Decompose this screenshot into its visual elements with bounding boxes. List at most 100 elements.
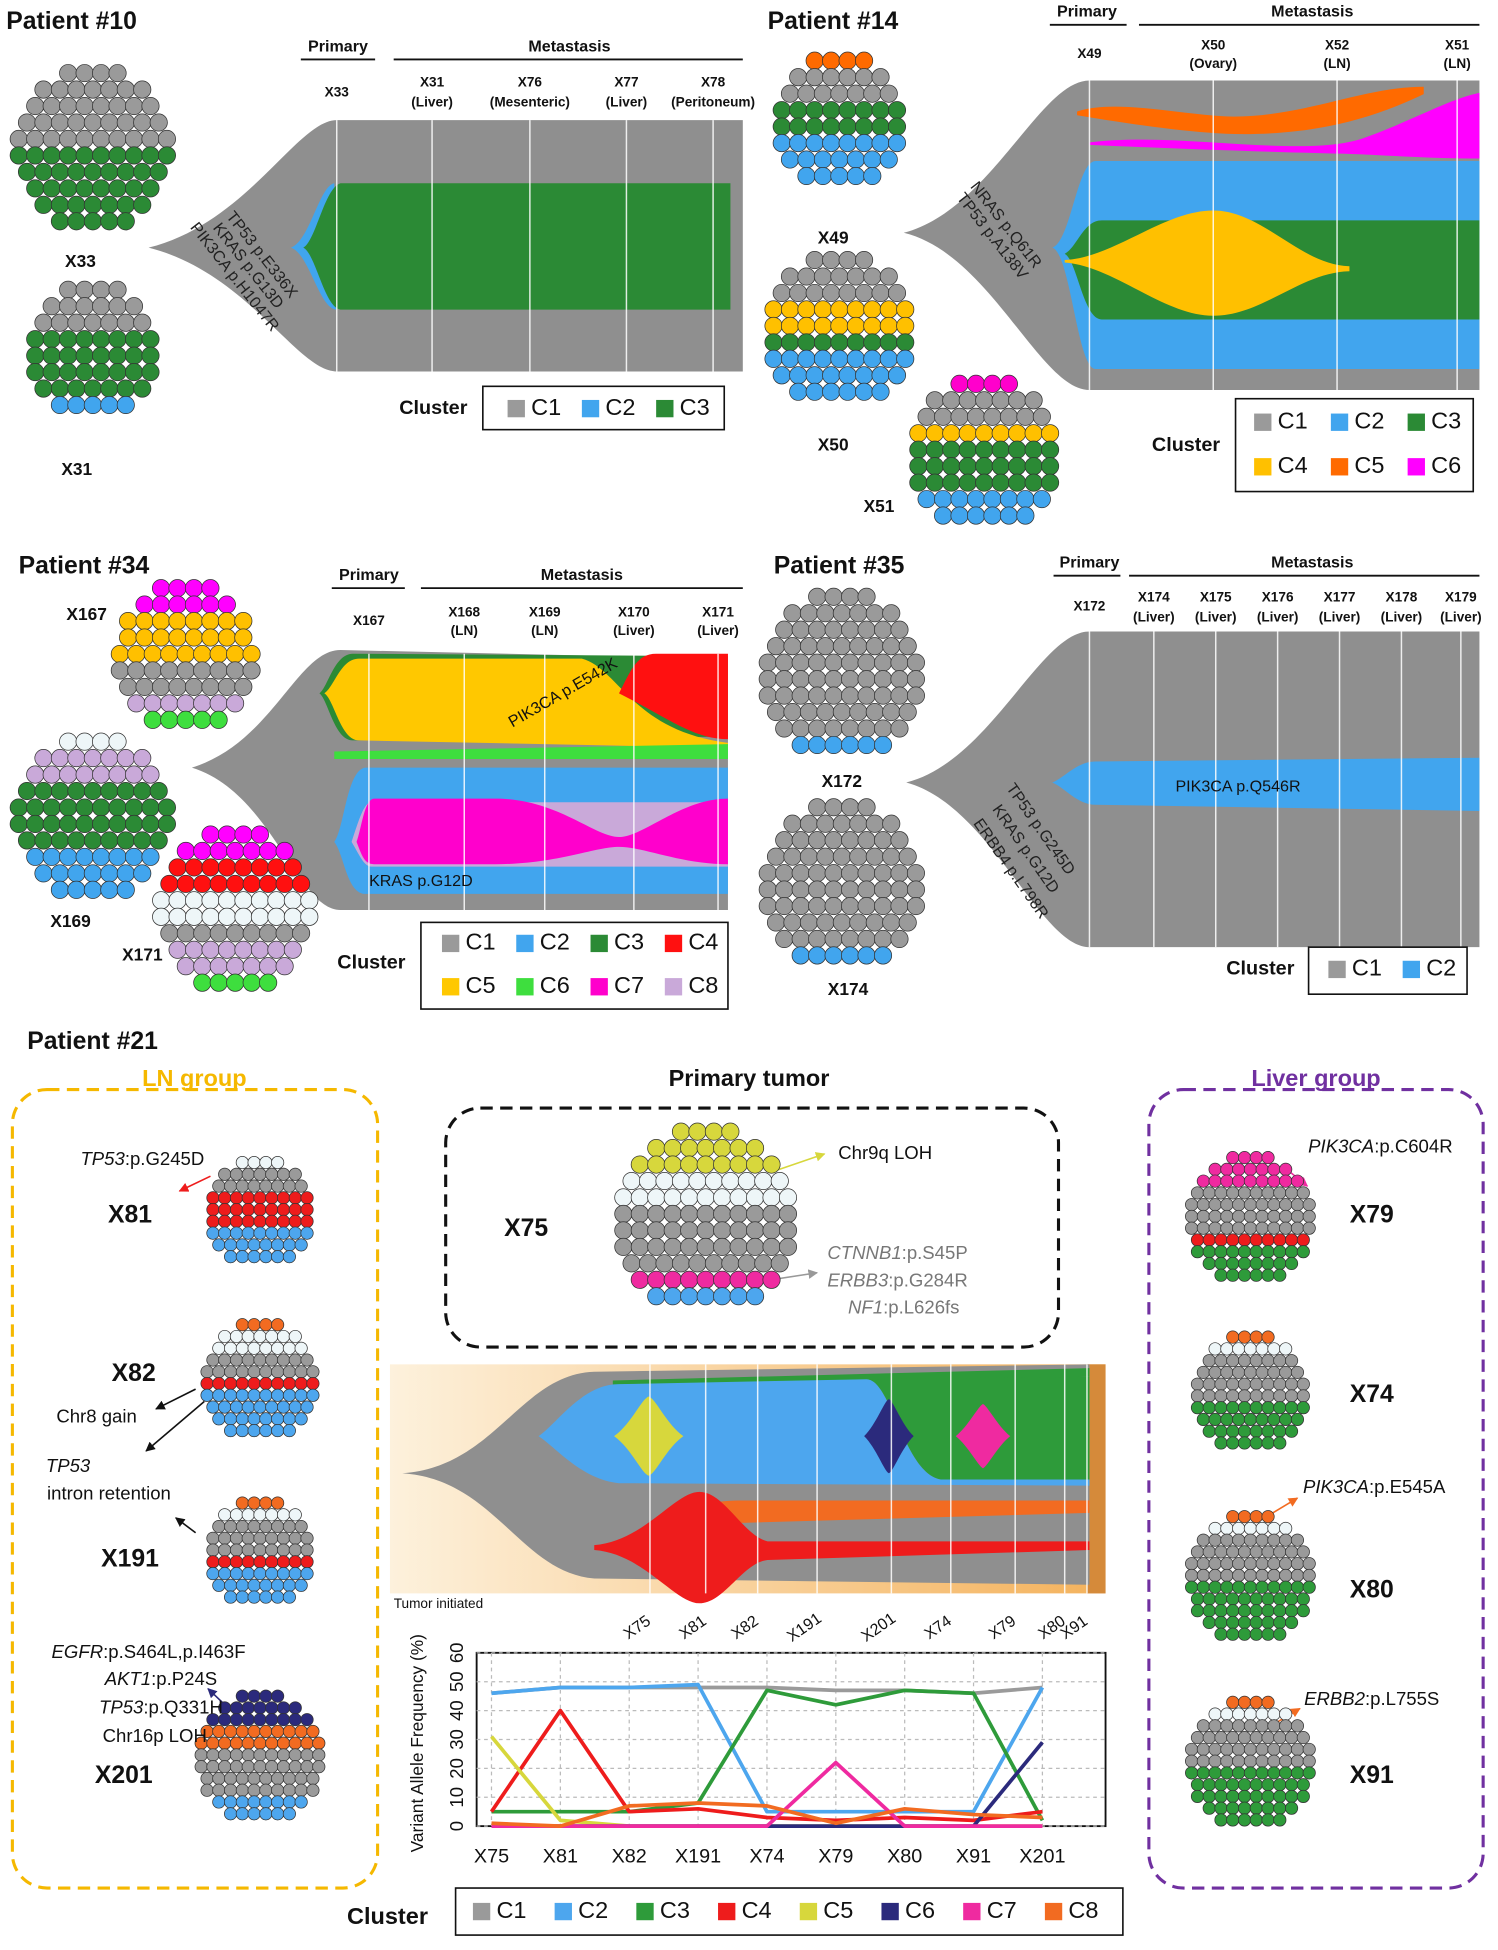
cell <box>1190 1233 1205 1247</box>
cell <box>218 1353 232 1367</box>
sample-site: (Liver) <box>1440 609 1482 624</box>
cell <box>1296 1789 1310 1803</box>
cell <box>696 1221 715 1240</box>
cell <box>1279 1198 1293 1212</box>
cell <box>791 620 810 639</box>
cell <box>983 490 1002 509</box>
cell <box>780 316 800 335</box>
cell <box>92 96 111 116</box>
cell <box>871 101 890 120</box>
cell <box>17 162 37 181</box>
cell <box>791 864 810 883</box>
cell <box>253 1555 267 1569</box>
cell <box>235 1424 249 1438</box>
cell <box>224 1519 238 1534</box>
cell <box>865 604 884 623</box>
cell <box>160 644 179 664</box>
cell <box>830 333 849 352</box>
cell <box>229 1226 244 1240</box>
cell <box>841 929 860 949</box>
legend-swatch <box>1254 413 1272 431</box>
cell <box>1232 1707 1246 1721</box>
cell <box>124 765 144 784</box>
cell <box>1220 1742 1234 1756</box>
cell <box>890 670 909 689</box>
cell <box>1290 1580 1305 1594</box>
cell <box>276 1329 291 1344</box>
cell <box>1208 1533 1222 1547</box>
cell <box>241 1736 255 1750</box>
cell <box>168 677 187 696</box>
cell <box>124 847 144 866</box>
cell <box>259 1689 273 1703</box>
cell <box>108 363 127 382</box>
cell <box>822 283 841 303</box>
cell <box>168 858 187 877</box>
cell <box>808 880 827 899</box>
cell <box>206 1191 220 1205</box>
legend-swatch <box>664 934 683 953</box>
cell <box>100 212 119 231</box>
cell <box>218 1203 232 1217</box>
cell <box>882 847 901 866</box>
cell <box>247 1496 261 1510</box>
cell <box>143 644 162 664</box>
cell <box>124 363 144 382</box>
cell <box>235 1807 249 1821</box>
cell <box>1208 1221 1222 1235</box>
cell <box>141 814 160 833</box>
cell <box>288 1508 302 1522</box>
cell <box>775 897 794 916</box>
cell <box>1237 1354 1252 1368</box>
cell <box>209 841 228 860</box>
cell <box>124 814 144 833</box>
cell <box>168 940 187 959</box>
cell <box>1284 1389 1299 1403</box>
cell <box>271 1689 285 1703</box>
cell <box>1237 1813 1252 1827</box>
cell <box>226 694 245 713</box>
cell <box>791 946 810 965</box>
cell <box>247 1341 261 1355</box>
cell <box>1243 1557 1257 1571</box>
cell <box>160 694 179 713</box>
cell <box>1190 1604 1205 1618</box>
cell <box>746 1287 765 1306</box>
cell <box>1237 1186 1252 1200</box>
cell <box>300 1203 314 1217</box>
cell <box>116 395 135 415</box>
cell <box>1237 1592 1252 1606</box>
cell <box>224 1795 238 1809</box>
cell <box>846 84 865 103</box>
cell <box>1261 1245 1275 1259</box>
sample-site: (Liver) <box>613 623 655 638</box>
cell <box>224 1578 238 1592</box>
cell <box>1279 1342 1293 1356</box>
cell <box>841 719 860 738</box>
cell <box>1290 1412 1305 1427</box>
cell <box>1220 1521 1234 1535</box>
cell <box>780 349 800 368</box>
legend-label: C7 <box>614 972 644 998</box>
cell <box>50 781 69 801</box>
legend-label: C2 <box>540 929 570 955</box>
cell <box>176 957 195 976</box>
cell <box>34 113 53 132</box>
cell <box>1214 1801 1228 1815</box>
cell <box>630 1237 649 1256</box>
cell <box>133 80 152 99</box>
cell <box>1214 1424 1228 1438</box>
cell <box>824 735 843 755</box>
cell <box>1202 1731 1216 1745</box>
cell <box>942 457 961 476</box>
cell <box>1196 1766 1210 1780</box>
cell <box>209 694 228 713</box>
cell <box>1226 1268 1240 1282</box>
legend-label: C2 <box>1426 955 1456 981</box>
cell <box>276 1701 291 1715</box>
cell <box>224 1376 238 1391</box>
cell <box>1202 1389 1216 1403</box>
cell <box>50 749 69 768</box>
cell <box>849 703 868 722</box>
x-tick-label: X191 <box>675 1845 721 1867</box>
